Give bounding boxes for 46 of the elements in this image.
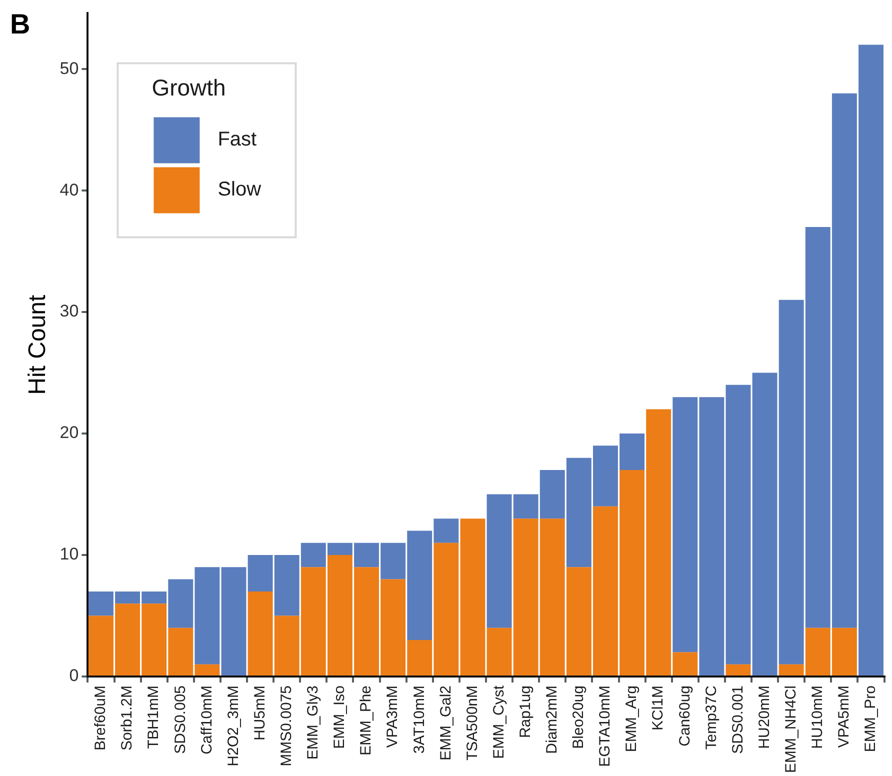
x-tick-label: EMM_Phe <box>358 685 375 756</box>
x-tick-label: Bref60uM <box>92 685 110 751</box>
bar <box>726 664 751 676</box>
x-tick-label: EMM_Pro <box>862 685 880 752</box>
y-tick-label: 30 <box>60 302 79 321</box>
x-tick-label: Diam2mM <box>544 685 561 754</box>
x-tick-label: HU10mM <box>809 685 826 749</box>
x-tick-label: EMM_Gly3 <box>304 685 322 760</box>
x-tick-label: SDS0.005 <box>172 685 189 754</box>
x-tick-label: TSA500nM <box>464 685 481 761</box>
x-tick-label: EMM_Cyst <box>490 684 508 759</box>
y-tick-label: 0 <box>69 666 79 686</box>
x-tick-label: EMM_Iso <box>331 685 348 749</box>
text: B <box>10 8 30 40</box>
bar <box>726 384 751 664</box>
bar <box>221 567 246 676</box>
x-tick-label: EMM_Gal2 <box>437 685 454 761</box>
legend-label: Fast <box>218 128 258 151</box>
y-tick-label: 20 <box>60 423 79 442</box>
x-tick-label: TBH1mM <box>145 685 162 749</box>
y-tick-label: 50 <box>60 58 79 78</box>
bar <box>486 628 512 676</box>
x-tick-label: HU20mM <box>756 685 773 749</box>
y-tick-label: 40 <box>60 180 79 200</box>
x-tick-label: Temp37C <box>702 685 720 750</box>
legend-label: Slow <box>218 178 262 201</box>
x-tick-label: VPA3mM <box>384 685 402 748</box>
x-tick-label: Caff10mM <box>198 685 216 754</box>
x-tick-label: Sorb1.2M <box>118 685 136 751</box>
x-tick-label: H2O2_3mM <box>224 685 242 766</box>
x-tick-label: EMM_Arg <box>623 685 640 752</box>
x-tick-label: HU5mM <box>251 685 268 740</box>
x-tick-label: MMS0.0075 <box>278 685 295 766</box>
x-tick-label: EMM_NH4Cl <box>782 685 800 774</box>
x-tick-label: EGTA10mM <box>596 685 614 767</box>
legend-title: Growth <box>152 74 226 101</box>
x-tick-label: Can60ug <box>676 685 694 746</box>
x-tick-label: Bleo20ug <box>570 685 588 749</box>
x-tick-label: SDS0.001 <box>729 685 746 754</box>
y-axis-title: Hit Count <box>24 294 52 395</box>
x-tick-label: 3AT10mM <box>410 685 428 754</box>
x-tick-label: VPA5mM <box>836 685 853 748</box>
x-tick-label: KCl1M <box>650 685 667 731</box>
bar <box>486 494 512 628</box>
x-tick-label: Rap1ug <box>516 685 534 738</box>
y-tick-label: 10 <box>60 544 79 564</box>
